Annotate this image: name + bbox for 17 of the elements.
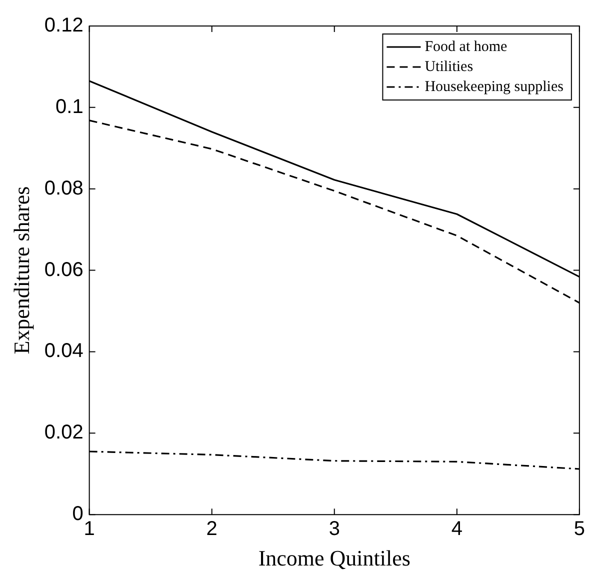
y-tick-label: 0.1 [56,96,84,118]
legend-label: Housekeeping supplies [424,78,564,95]
y-tick-label: 0.12 [44,14,84,37]
x-tick-label: 3 [328,518,340,540]
y-tick-label: 0.08 [44,177,84,200]
y-tick-label: 0 [72,503,84,526]
x-axis-title: Income Quintiles [258,546,410,571]
legend-label: Food at home [424,38,508,55]
x-tick-label: 1 [84,518,95,540]
legend-label: Utilities [424,58,474,75]
y-tick-label: 0.04 [44,340,84,362]
y-tick-label: 0.06 [44,258,84,281]
y-axis-title: Expenditure shares [8,186,34,354]
x-tick-label: 5 [574,518,585,540]
x-tick-label: 4 [451,518,462,540]
y-tick-label: 0.02 [44,422,84,444]
x-tick-label: 2 [206,518,218,540]
